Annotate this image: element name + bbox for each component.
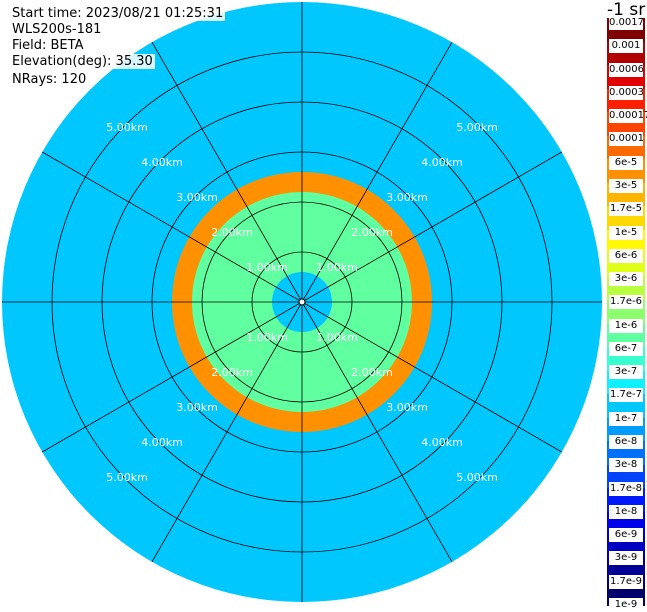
range-ring-label: 5.00km — [106, 471, 148, 484]
range-ring-label: 2.00km — [351, 366, 393, 379]
range-ring-label: 1.00km — [316, 331, 358, 344]
colorbar-tick-label: 1.7e-7 — [609, 388, 643, 403]
azimuth-spoke — [301, 41, 453, 303]
colorbar-tick-label: 1e-9 — [609, 598, 643, 612]
colorbar-tick-label: 0.00017 — [609, 109, 647, 124]
range-ring-label: 3.00km — [176, 191, 218, 204]
range-ring-label: 5.00km — [456, 121, 498, 134]
range-labels: 1.00km 1.00km 1.00km 1.00km 2.00km 2.00km 2.00… — [106, 121, 498, 484]
azimuth-spoke — [151, 301, 303, 563]
colorbar-tick-label: 1e-7 — [609, 411, 643, 426]
range-ring-label: 2.00km — [211, 226, 253, 239]
nrays-label: NRays: 120 — [10, 72, 89, 87]
colorbar-tick-label: 3e-6 — [609, 272, 643, 287]
center-marker — [298, 298, 306, 306]
colorbar-tick-label: 6e-8 — [609, 435, 643, 450]
colorbar-tick-label: 1.7e-5 — [609, 202, 643, 217]
colorbar-tick-label: 1.7e-6 — [609, 295, 643, 310]
field-label: Field: BETA — [10, 38, 86, 53]
colorbar-tick-label: 1e-8 — [609, 504, 643, 519]
azimuth-spoke — [41, 301, 303, 453]
range-ring-label: 5.00km — [456, 471, 498, 484]
range-ring-label: 1.00km — [246, 331, 288, 344]
range-ring-label: 4.00km — [421, 156, 463, 169]
range-ring-label: 5.00km — [106, 121, 148, 134]
colorbar-tick-label: 3e-5 — [609, 178, 643, 193]
colorbar: 0.0017 0.001 0.0006 0.0003 0.00017 0.0001 6e-5… — [607, 16, 647, 612]
elevation-label: Elevation(deg): 35.30 — [10, 54, 155, 69]
colorbar-tick-label: 0.0006 — [609, 62, 644, 77]
range-ring-label: 3.00km — [386, 191, 428, 204]
azimuth-spokes — [2, 2, 602, 602]
start-time-label: Start time: 2023/08/21 01:25:31 — [10, 6, 226, 21]
range-ring-label: 1.00km — [246, 261, 288, 274]
azimuth-spoke — [41, 151, 303, 303]
colorbar-tick-label: 0.0001 — [609, 132, 644, 147]
colorbar-title: -1 sr — [607, 0, 646, 20]
colorbar-tick-label: 6e-7 — [609, 341, 643, 356]
colorbar-tick-label: 0.0003 — [609, 85, 644, 100]
colorbar-tick-label: 1e-6 — [609, 318, 643, 333]
azimuth-spoke — [301, 301, 563, 453]
colorbar-tick-label: 1.7e-8 — [609, 481, 643, 496]
colorbar-tick-label: 6e-5 — [609, 155, 643, 170]
range-ring-label: 2.00km — [211, 366, 253, 379]
range-ring-label: 4.00km — [141, 156, 183, 169]
colorbar-tick-label: 6e-9 — [609, 528, 643, 543]
azimuth-spoke — [301, 301, 453, 563]
colorbar-tick-label: 1.7e-9 — [609, 574, 643, 589]
colorbar-tick-label: 3e-8 — [609, 458, 643, 473]
instrument-label: WLS200s-181 — [10, 22, 104, 37]
range-ring-label: 1.00km — [316, 261, 358, 274]
ppi-plot: 1.00km 1.00km 1.00km 1.00km 2.00km 2.00km 2.00… — [2, 2, 602, 602]
range-ring-label: 4.00km — [141, 436, 183, 449]
range-ring-label: 3.00km — [386, 401, 428, 414]
colorbar-tick-label: 0.001 — [609, 39, 643, 54]
colorbar-tick-label: 0.0017 — [609, 16, 644, 30]
colorbar-tick-label: 3e-7 — [609, 365, 643, 380]
colorbar-tick-label: 6e-6 — [609, 248, 643, 263]
radar-center — [298, 298, 306, 306]
azimuth-spoke — [301, 151, 563, 303]
range-ring-label: 4.00km — [421, 436, 463, 449]
range-ring-label: 2.00km — [351, 226, 393, 239]
azimuth-spoke — [151, 41, 303, 303]
colorbar-tick-label: 3e-9 — [609, 551, 643, 566]
colorbar-tick-label: 1e-5 — [609, 225, 643, 240]
range-ring-label: 3.00km — [176, 401, 218, 414]
